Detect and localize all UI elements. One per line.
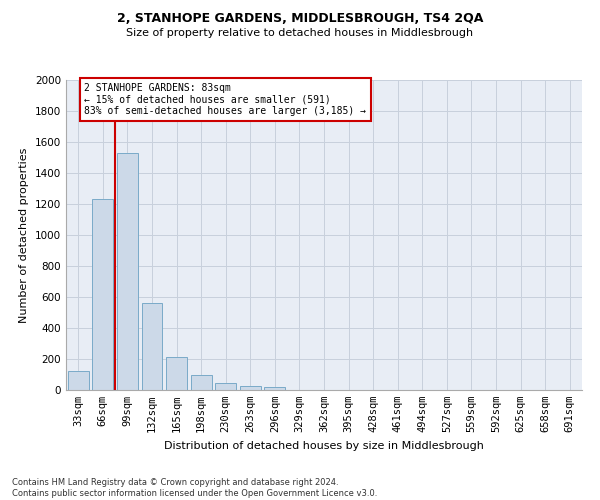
Bar (166, 358, 187, 390)
X-axis label: Distribution of detached houses by size in Middlesbrough: Distribution of detached houses by size … (164, 440, 484, 450)
Y-axis label: Number of detached properties: Number of detached properties (19, 148, 29, 322)
Bar (68, 372, 89, 390)
Bar (265, 387, 286, 390)
Bar (215, 382, 236, 390)
Bar (117, 153, 138, 390)
Bar (142, 303, 163, 390)
Text: Contains HM Land Registry data © Crown copyright and database right 2024.
Contai: Contains HM Land Registry data © Crown c… (12, 478, 377, 498)
Text: 2, STANHOPE GARDENS, MIDDLESBROUGH, TS4 2QA: 2, STANHOPE GARDENS, MIDDLESBROUGH, TS4 … (117, 12, 483, 26)
Bar (240, 386, 261, 390)
Bar (92, 200, 113, 390)
Text: Size of property relative to detached houses in Middlesbrough: Size of property relative to detached ho… (127, 28, 473, 38)
Text: 2 STANHOPE GARDENS: 83sqm
← 15% of detached houses are smaller (591)
83% of semi: 2 STANHOPE GARDENS: 83sqm ← 15% of detac… (85, 83, 367, 116)
Bar (191, 376, 212, 390)
